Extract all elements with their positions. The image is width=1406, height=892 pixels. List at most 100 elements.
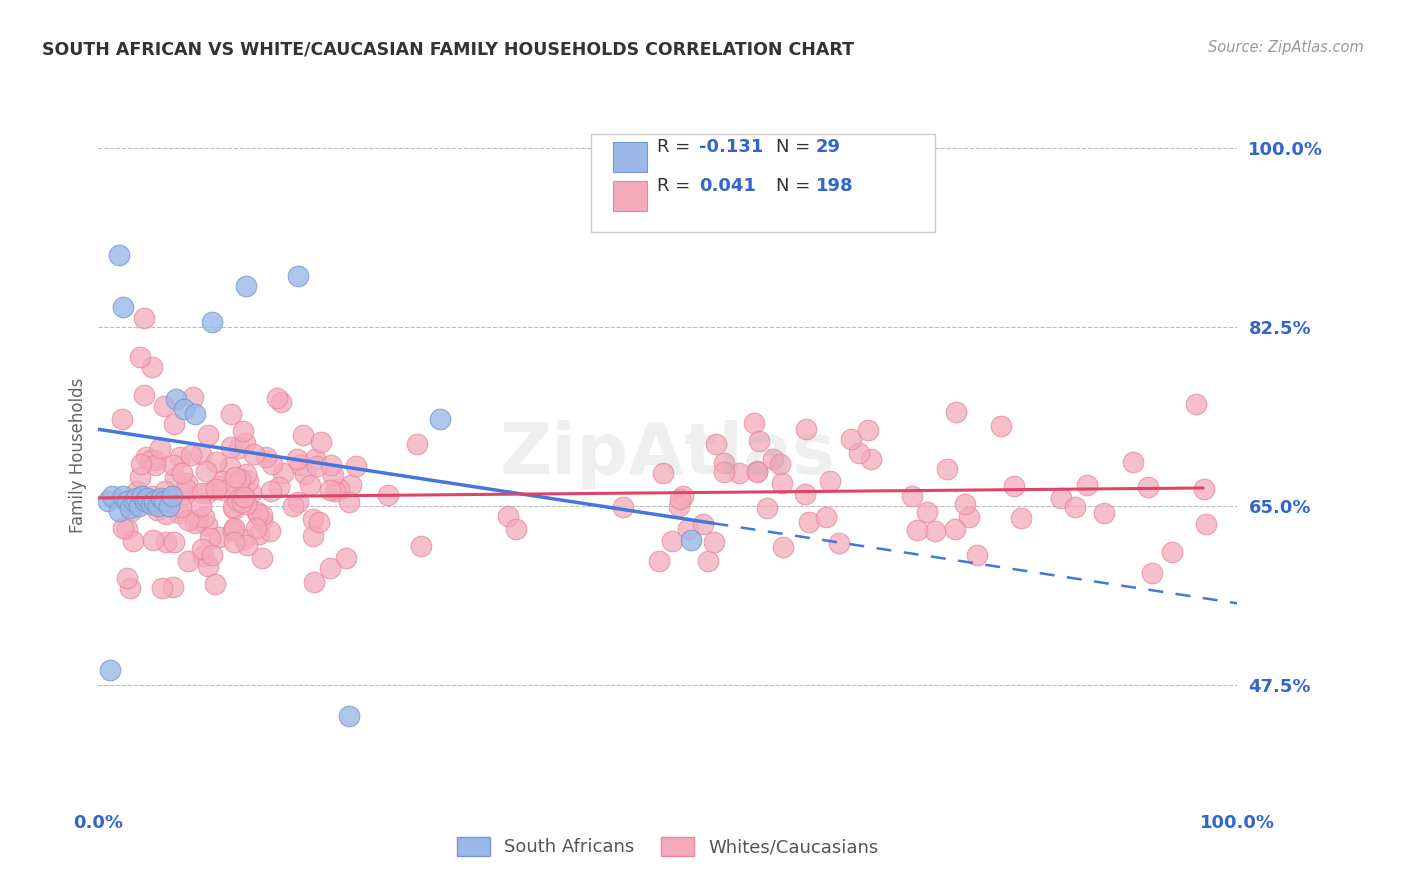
Point <box>322 467 344 482</box>
Point <box>128 470 150 484</box>
Point <box>132 387 155 401</box>
Point <box>1160 544 1182 558</box>
Point <box>269 479 291 493</box>
Point <box>134 494 156 508</box>
Point <box>235 279 257 293</box>
Point <box>302 528 325 542</box>
Point <box>156 491 179 505</box>
Point <box>155 534 177 549</box>
Point <box>281 499 304 513</box>
Point <box>141 360 163 375</box>
Point <box>139 452 162 467</box>
Point <box>162 458 184 473</box>
Point <box>190 499 212 513</box>
Point <box>177 513 200 527</box>
Point <box>170 466 193 480</box>
Text: 29: 29 <box>815 138 841 156</box>
Point <box>672 489 695 503</box>
Point <box>184 407 207 421</box>
Point <box>1140 566 1163 580</box>
Point <box>1092 506 1115 520</box>
Point <box>250 513 273 527</box>
Point <box>905 523 928 537</box>
Point <box>222 500 245 515</box>
Point <box>270 394 292 409</box>
Point <box>696 553 718 567</box>
Point <box>211 474 233 488</box>
Point <box>1004 479 1026 493</box>
Point <box>108 504 131 518</box>
Point <box>302 511 325 525</box>
Point <box>211 483 233 497</box>
Point <box>118 581 141 595</box>
Text: R =: R = <box>657 138 696 156</box>
Point <box>1122 455 1144 469</box>
Point <box>222 535 245 549</box>
Point <box>924 524 946 539</box>
Point <box>205 482 228 496</box>
Point <box>156 495 179 509</box>
Point <box>266 391 288 405</box>
Point <box>224 469 246 483</box>
Point <box>794 487 817 501</box>
Point <box>652 467 675 481</box>
Point <box>661 534 683 549</box>
Point <box>668 499 690 513</box>
Point <box>96 494 118 508</box>
Point <box>648 554 671 568</box>
Text: N =: N = <box>776 138 815 156</box>
Point <box>139 497 162 511</box>
Point <box>246 505 269 519</box>
Point <box>405 437 427 451</box>
Point <box>184 516 207 531</box>
Point <box>163 417 186 431</box>
Point <box>228 483 250 497</box>
Point <box>197 558 219 573</box>
Point <box>250 508 273 523</box>
Point <box>112 521 135 535</box>
Point <box>703 535 725 549</box>
Text: 198: 198 <box>815 178 853 195</box>
Point <box>307 458 329 473</box>
Point <box>259 524 281 538</box>
Point <box>226 493 249 508</box>
Point <box>848 446 870 460</box>
Point <box>132 310 155 325</box>
Text: -0.131: -0.131 <box>699 138 763 156</box>
Point <box>496 508 519 523</box>
Point <box>195 486 218 500</box>
Point <box>1076 478 1098 492</box>
Point <box>233 532 256 546</box>
Point <box>287 268 309 283</box>
Point <box>165 471 187 485</box>
Point <box>818 475 841 489</box>
Point <box>917 505 939 519</box>
Point <box>713 465 735 479</box>
Point <box>207 478 229 492</box>
Point <box>163 534 186 549</box>
Y-axis label: Family Households: Family Households <box>69 377 87 533</box>
Point <box>222 502 245 516</box>
Point <box>219 459 242 474</box>
Point <box>183 390 205 404</box>
Point <box>117 571 139 585</box>
Point <box>945 405 967 419</box>
Point <box>141 489 163 503</box>
Point <box>797 515 820 529</box>
Point <box>236 474 259 488</box>
Point <box>115 523 138 537</box>
Point <box>945 522 967 536</box>
Point <box>146 499 169 513</box>
Point <box>505 522 527 536</box>
Point <box>704 437 727 451</box>
Point <box>337 495 360 509</box>
Point <box>162 489 184 503</box>
Point <box>245 520 267 534</box>
Point <box>145 453 167 467</box>
Point <box>762 452 785 467</box>
Point <box>180 449 202 463</box>
Point <box>900 489 922 503</box>
Point <box>190 542 212 557</box>
Point <box>153 495 176 509</box>
Point <box>224 521 246 535</box>
